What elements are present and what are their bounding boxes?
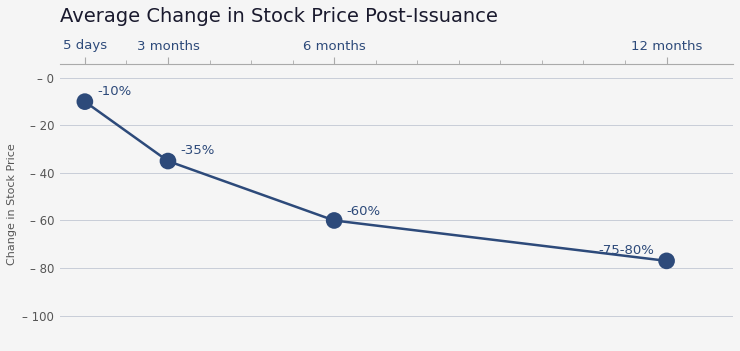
Point	[661, 258, 673, 264]
Point	[79, 99, 91, 105]
Text: -35%: -35%	[181, 145, 215, 158]
Text: -10%: -10%	[98, 85, 132, 98]
Text: -60%: -60%	[346, 205, 381, 218]
Point	[162, 158, 174, 164]
Point	[329, 218, 340, 223]
Y-axis label: Change in Stock Price: Change in Stock Price	[7, 143, 17, 265]
Text: Average Change in Stock Price Post-Issuance: Average Change in Stock Price Post-Issua…	[60, 7, 498, 26]
Text: -75-80%: -75-80%	[598, 244, 654, 257]
